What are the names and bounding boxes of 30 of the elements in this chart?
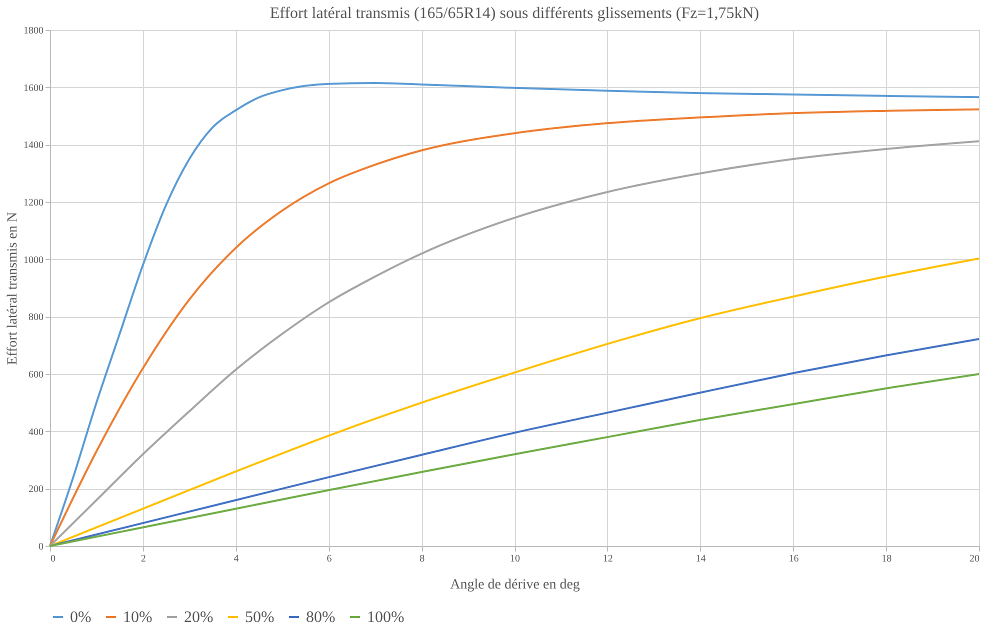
legend-label: 0%: [70, 609, 92, 626]
legend-label: 80%: [306, 609, 336, 626]
legend-label: 20%: [184, 609, 214, 626]
x-tick-label: 10: [510, 554, 520, 564]
legend-label: 100%: [367, 609, 404, 626]
x-tick-label: 20: [970, 554, 980, 564]
y-tick-label: 1200: [24, 198, 44, 208]
y-tick-label: 1600: [24, 82, 44, 94]
x-tick-label: 6: [326, 554, 332, 564]
x-tick-label: 12: [602, 554, 613, 564]
y-tick-label: 1400: [24, 140, 44, 152]
x-tick-label: 4: [234, 554, 239, 564]
legend-label: 50%: [245, 609, 274, 626]
x-tick-label: 2: [140, 554, 146, 564]
y-tick-label: 1800: [24, 26, 44, 36]
x-tick-label: 18: [882, 554, 892, 564]
y-tick-label: 200: [28, 484, 44, 496]
y-tick-label: 400: [28, 426, 44, 438]
legend-label: 10%: [123, 609, 152, 626]
x-tick-label: 16: [788, 554, 799, 564]
y-tick-label: 1000: [24, 254, 44, 266]
x-tick-label: 0: [50, 554, 56, 564]
x-tick-label: 8: [420, 554, 425, 564]
chart-title: Effort latéral transmis (165/65R14) sous différents glissements (Fz=1,75kN): [270, 5, 760, 22]
x-tick-label: 14: [696, 554, 706, 564]
y-tick-label: 600: [28, 370, 44, 380]
y-tick-label: 800: [28, 312, 44, 324]
y-tick-label: 0: [38, 542, 44, 552]
x-axis-title: Angle de dérive en deg: [450, 578, 580, 592]
y-axis-title: Effort latéral transmis en N: [6, 212, 20, 365]
